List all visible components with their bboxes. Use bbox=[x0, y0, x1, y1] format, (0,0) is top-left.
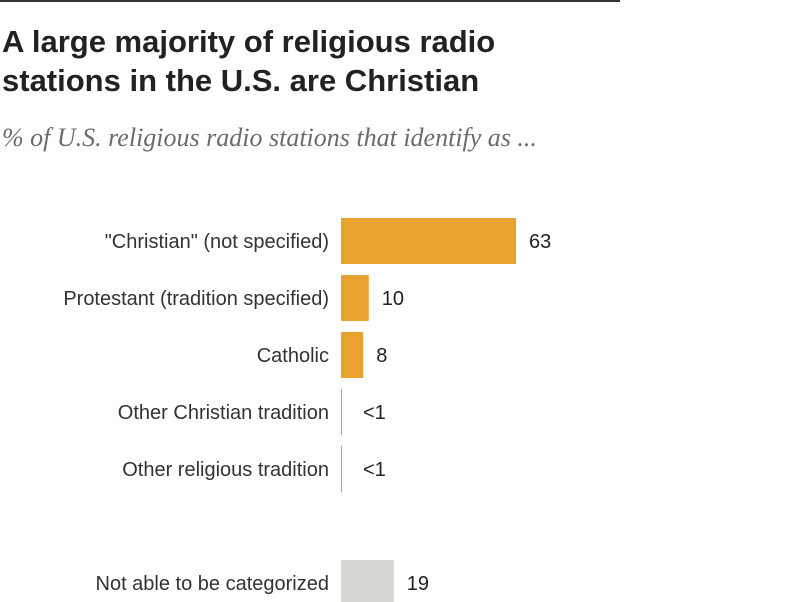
value-label-christian-not-specified: 63 bbox=[529, 231, 551, 253]
value-label-other-christian-tradition: <1 bbox=[363, 402, 386, 424]
bar-other-religious-tradition bbox=[341, 446, 342, 492]
value-label-catholic: 8 bbox=[376, 345, 387, 367]
chart-title: A large majority of religious radio stat… bbox=[2, 24, 496, 98]
category-label-not-able-to-be-categorized: Not able to be categorized bbox=[96, 573, 330, 595]
top-rule bbox=[0, 0, 620, 2]
value-label-protestant-tradition-specified: 10 bbox=[382, 288, 404, 310]
chart-subtitle: % of U.S. religious radio stations that … bbox=[2, 123, 537, 152]
category-label-protestant-tradition-specified: Protestant (tradition specified) bbox=[63, 288, 329, 310]
bar-catholic bbox=[341, 332, 364, 378]
value-label-other-religious-tradition: <1 bbox=[363, 459, 386, 481]
bar-other-christian-tradition bbox=[341, 389, 342, 435]
bar-not-able-to-be-categorized bbox=[341, 560, 394, 602]
category-label-catholic: Catholic bbox=[257, 345, 329, 367]
value-label-not-able-to-be-categorized: 19 bbox=[407, 573, 429, 595]
category-label-other-religious-tradition: Other religious tradition bbox=[122, 459, 329, 481]
bar-christian-not-specified bbox=[341, 218, 516, 264]
category-label-christian-not-specified: "Christian" (not specified) bbox=[105, 231, 329, 253]
bar-protestant-tradition-specified bbox=[341, 275, 369, 321]
category-label-other-christian-tradition: Other Christian tradition bbox=[118, 402, 329, 424]
